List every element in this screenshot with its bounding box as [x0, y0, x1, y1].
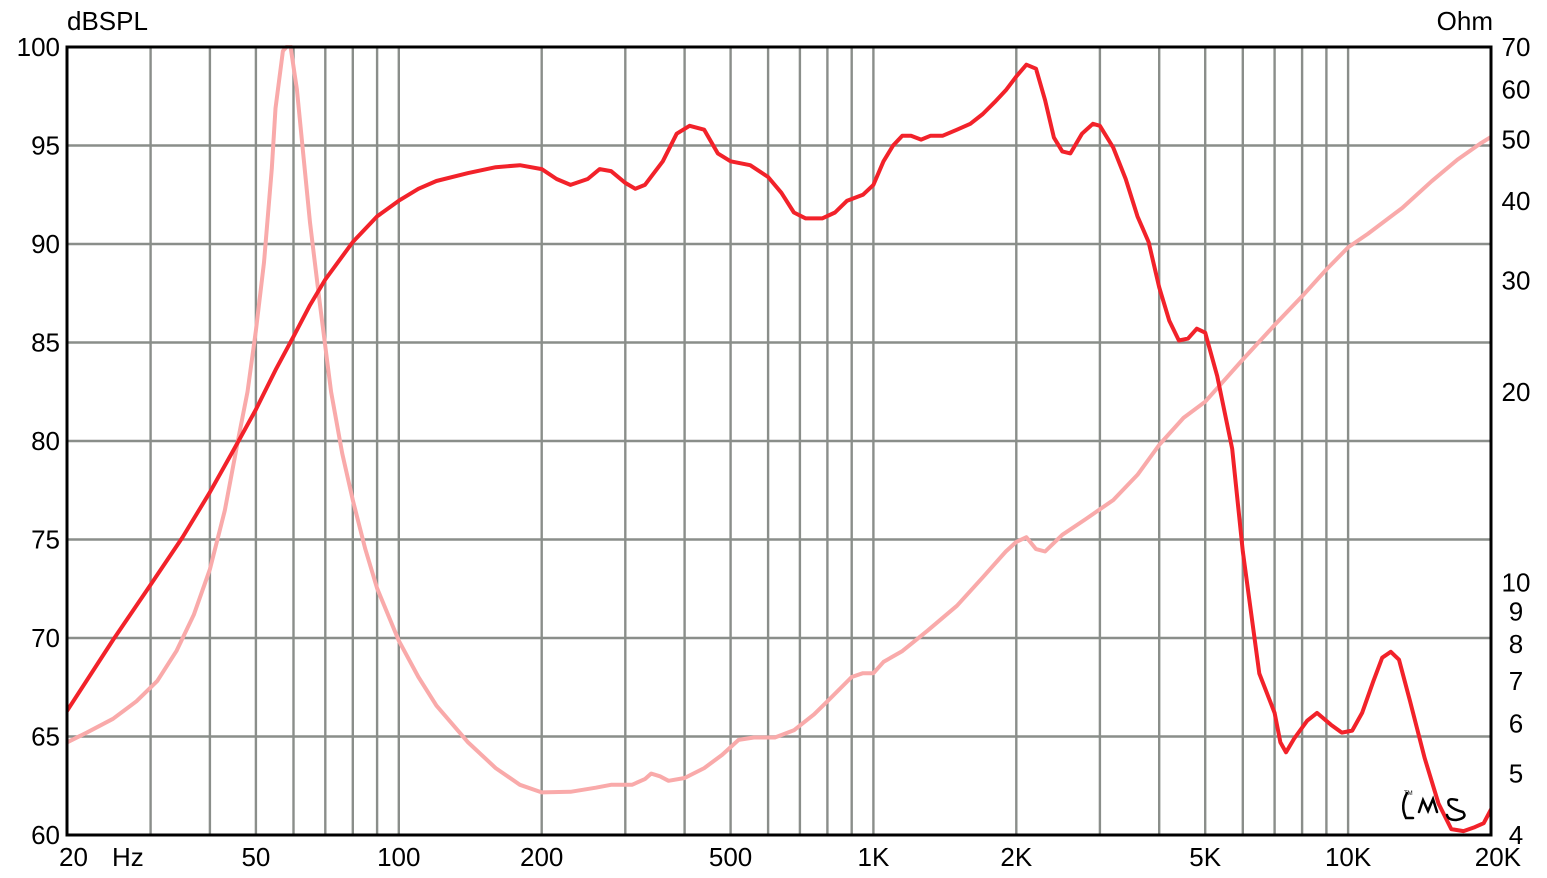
- y-left-tick-label: 100: [17, 32, 60, 62]
- y-right-tick-label: 70: [1502, 32, 1531, 62]
- x-tick-label: 20: [59, 842, 88, 872]
- y-left-tick-label: 95: [31, 131, 60, 161]
- y-left-tick-label: 70: [31, 623, 60, 653]
- y-right-tick-label: 7: [1509, 666, 1523, 696]
- grid: [67, 47, 1491, 835]
- x-tick-label: 20K: [1475, 842, 1522, 872]
- x-tick-labels: 20 50 100 200 500 1K 2K 5K 10K 20K: [59, 842, 1522, 872]
- y-right-tick-label: 8: [1509, 629, 1523, 659]
- y-right-tick-label: 4: [1509, 820, 1523, 850]
- y-left-tick-label: 65: [31, 722, 60, 752]
- series-group: [67, 45, 1491, 834]
- svg-text:TM: TM: [1404, 791, 1413, 797]
- y-right-tick-label: 10: [1502, 568, 1531, 598]
- y-left-tick-label: 60: [31, 820, 60, 850]
- plot-frame: [65, 45, 1493, 837]
- y-left-tick-label: 80: [31, 426, 60, 456]
- lms-logo: TM: [1402, 791, 1466, 822]
- x-tick-label: 10K: [1325, 842, 1372, 872]
- x-tick-label: 5K: [1189, 842, 1221, 872]
- x-tick-label: 500: [709, 842, 752, 872]
- y-right-tick-label: 9: [1509, 597, 1523, 627]
- x-tick-label: 2K: [1000, 842, 1032, 872]
- y-left-tick-label: 75: [31, 525, 60, 555]
- y-left-tick-label: 85: [31, 328, 60, 358]
- spl-curve: [67, 62, 1491, 834]
- x-tick-label: 100: [377, 842, 420, 872]
- impedance-curve: [67, 45, 1491, 795]
- x-axis-unit: Hz: [112, 842, 144, 872]
- x-tick-label: 50: [241, 842, 270, 872]
- y-right-tick-label: 30: [1502, 265, 1531, 295]
- y-right-tick-label: 50: [1502, 125, 1531, 155]
- x-tick-label: 1K: [857, 842, 889, 872]
- x-tick-label: 200: [520, 842, 563, 872]
- y-right-tick-label: 6: [1509, 708, 1523, 738]
- y-right-tick-label: 60: [1502, 74, 1531, 104]
- left-axis-unit: dBSPL: [67, 6, 148, 36]
- y-right-tick-label: 20: [1502, 377, 1531, 407]
- y-left-tick-labels: 100 95 90 85 80 75 70 65 60: [17, 32, 60, 850]
- y-left-tick-label: 90: [31, 229, 60, 259]
- y-right-tick-label: 5: [1509, 759, 1523, 789]
- y-right-tick-label: 40: [1502, 186, 1531, 216]
- right-axis-unit: Ohm: [1437, 6, 1493, 36]
